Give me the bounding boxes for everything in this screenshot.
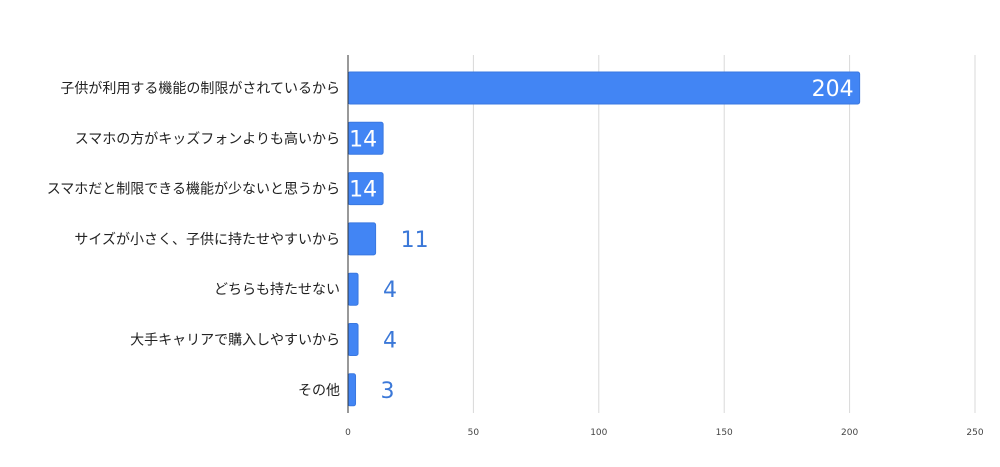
data-label: 204 — [812, 77, 854, 102]
x-tick-label: 250 — [966, 428, 983, 438]
x-tick-label: 150 — [716, 428, 733, 438]
category-label: 大手キャリアで購入しやすいから — [130, 333, 340, 349]
category-label: サイズが小さく、子供に持たせやすいから — [74, 232, 340, 248]
data-label: 4 — [383, 278, 397, 303]
data-label: 14 — [349, 178, 377, 203]
category-label: スマホの方がキッズフォンよりも高いから — [75, 130, 340, 147]
axes: 0 50 100 150 200 250 — [345, 55, 984, 438]
category-label: どちらも持たせない — [214, 282, 340, 298]
bar-4 — [347, 272, 359, 306]
x-tick-label: 50 — [468, 428, 480, 438]
category-label: 子供が利用する機能の制限がされているから — [60, 81, 340, 97]
data-label: 14 — [349, 127, 377, 152]
category-label: その他 — [298, 383, 340, 399]
bar-6 — [347, 373, 357, 407]
bar-5 — [347, 323, 359, 356]
x-tick-label: 0 — [345, 428, 351, 438]
x-tick-label: 200 — [841, 428, 858, 438]
bar-3 — [347, 222, 377, 256]
data-label: 4 — [383, 329, 397, 354]
x-tick-label: 100 — [590, 428, 607, 438]
data-label: 11 — [401, 228, 429, 253]
category-label: スマホだと制限できる機能が少ないと思うから — [47, 182, 340, 198]
labels: 子供が利用する機能の制限がされているから 204 スマホの方がキッズフォンよりも高い… — [47, 77, 854, 404]
bars — [347, 71, 861, 407]
data-label: 3 — [381, 379, 395, 404]
gridlines — [472, 55, 976, 413]
bar-0 — [347, 71, 861, 105]
